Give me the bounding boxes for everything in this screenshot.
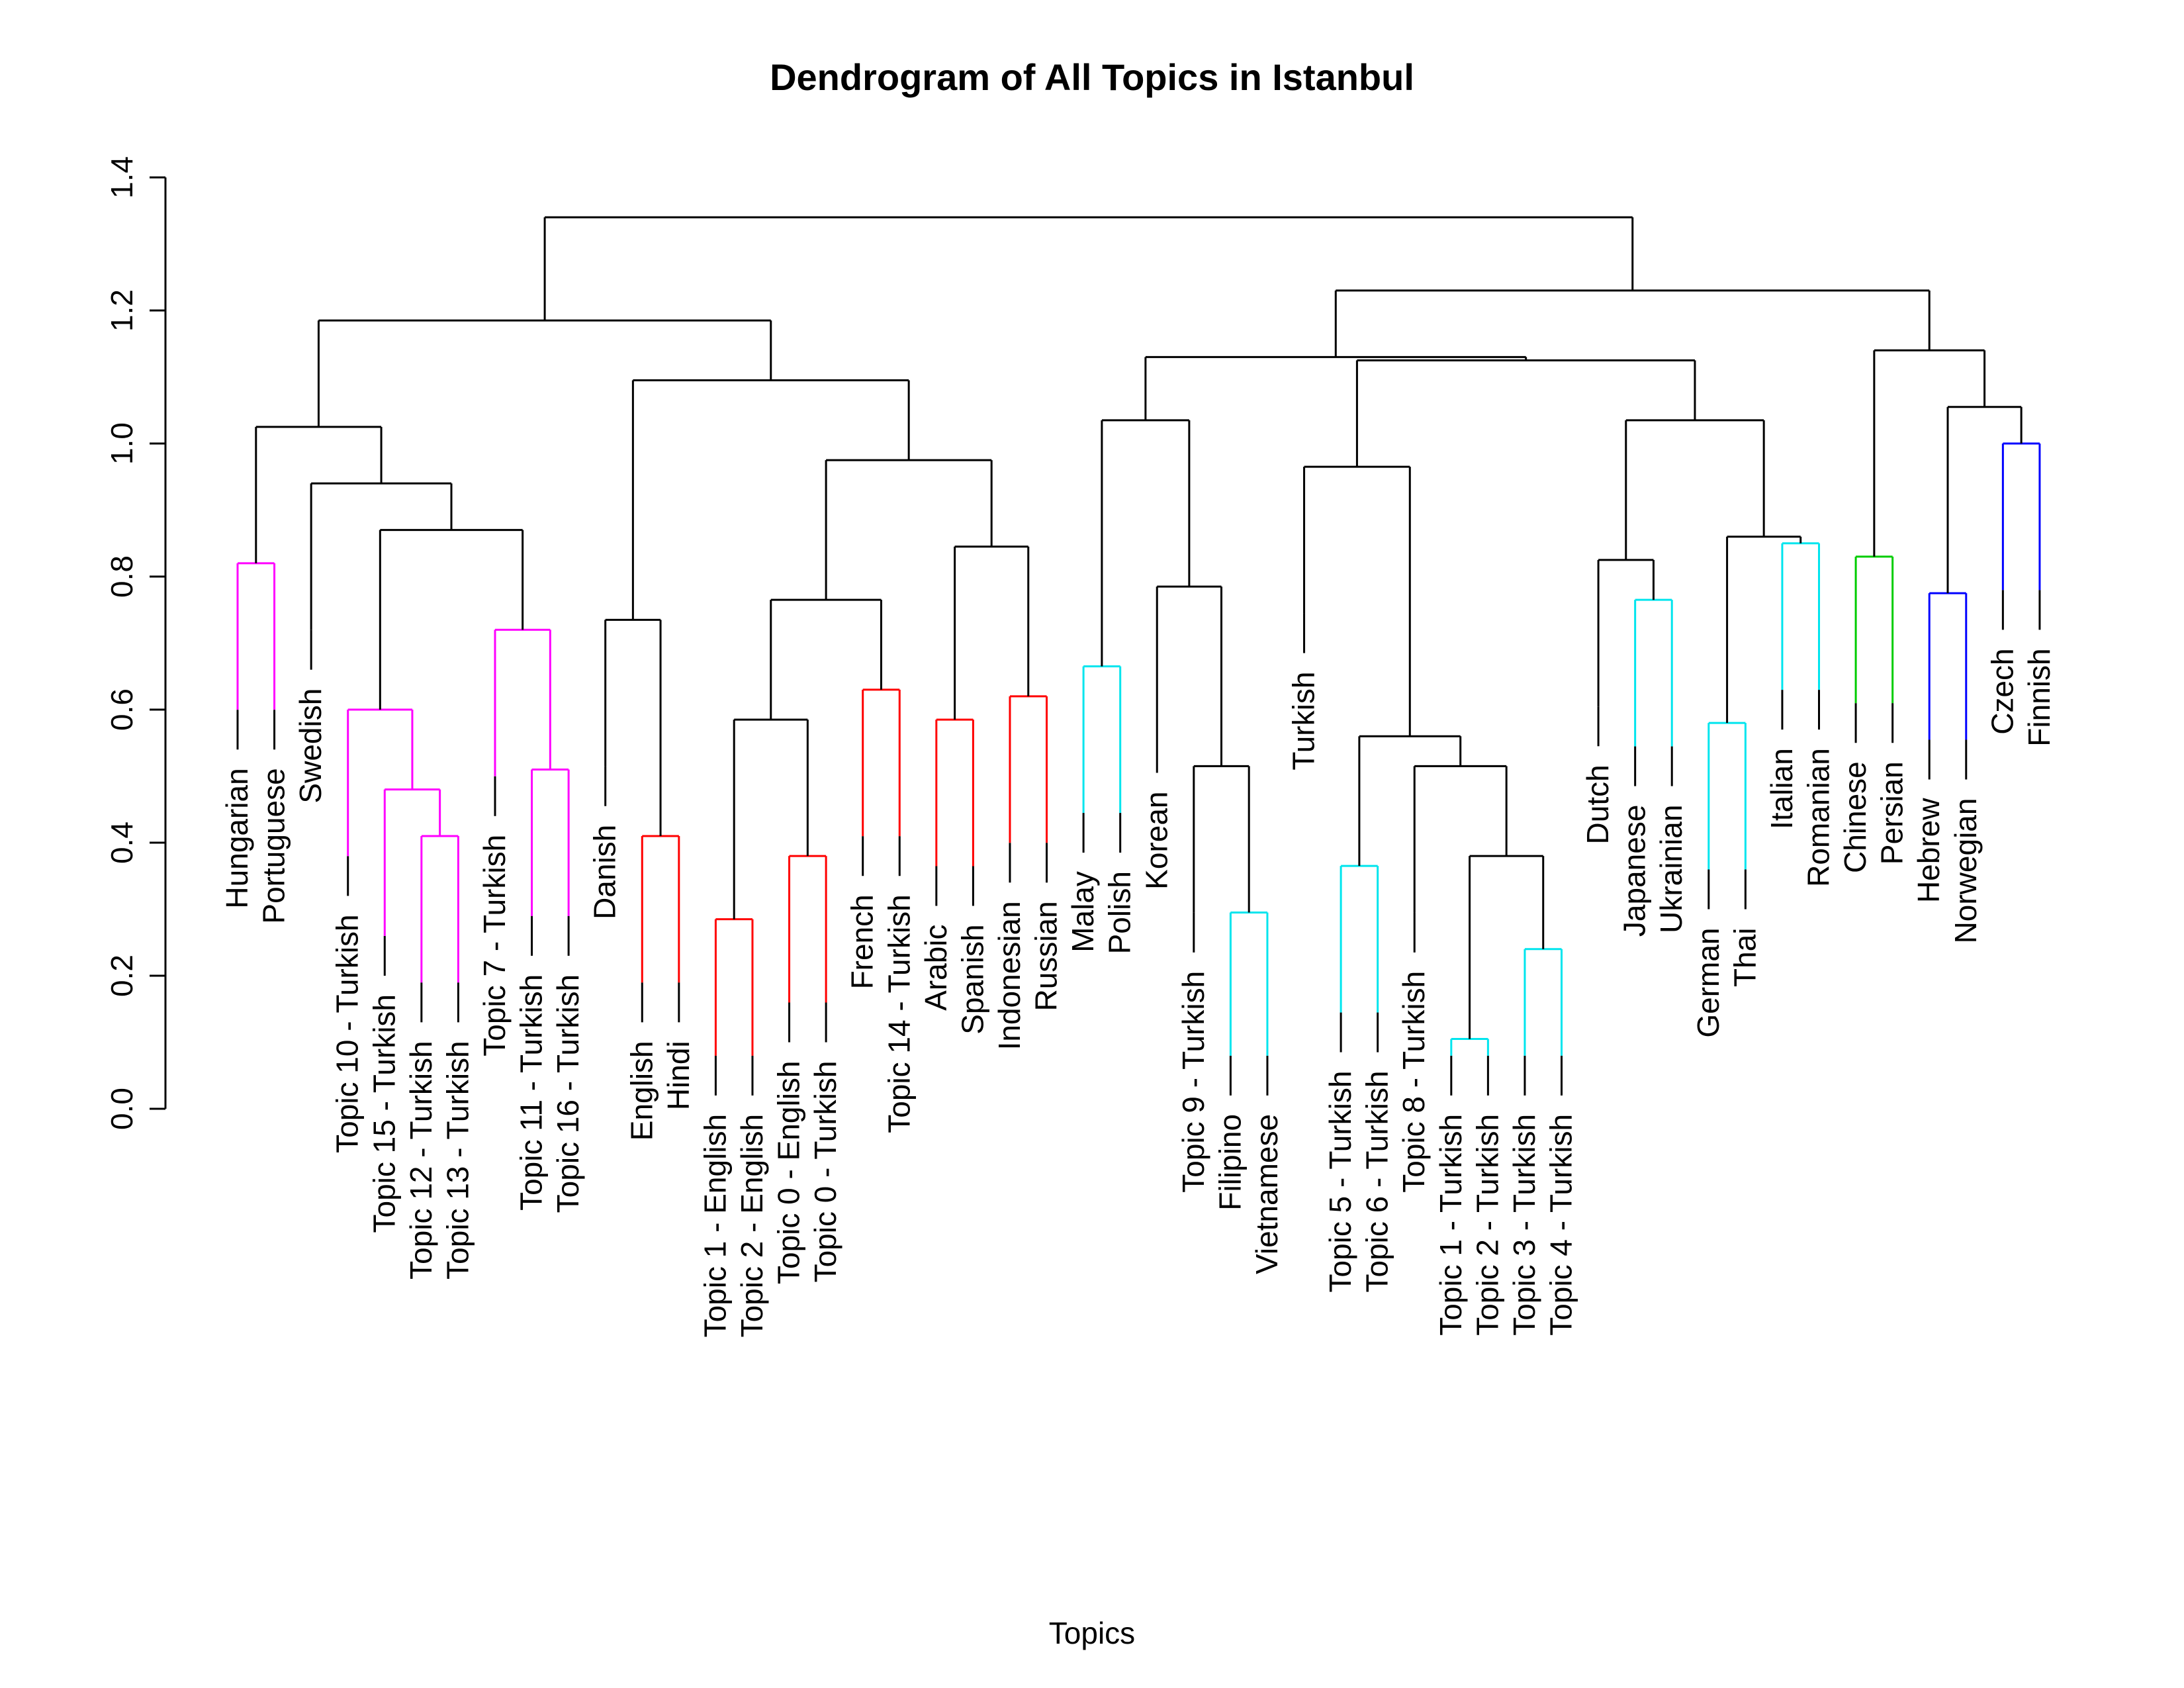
leaf-label: Topic 1 - English: [698, 1114, 732, 1338]
leaf-label: Topic 0 - English: [772, 1061, 806, 1285]
y-tick-label: 1.0: [105, 422, 139, 465]
leaf-label: Topic 16 - Turkish: [551, 974, 585, 1213]
leaf-label: Dutch: [1580, 765, 1615, 844]
leaf-label: Swedish: [293, 688, 328, 804]
leaf-label: Topic 3 - Turkish: [1507, 1114, 1541, 1336]
leaf-label: Vietnamese: [1250, 1114, 1284, 1274]
leaf-label: German: [1691, 928, 1725, 1038]
leaf-label: Topic 15 - Turkish: [367, 994, 401, 1233]
leaf-label: Topic 9 - Turkish: [1176, 971, 1210, 1193]
leaf-label: Norwegian: [1948, 798, 1983, 944]
y-tick-label: 0.8: [105, 555, 139, 598]
chart-title: Dendrogram of All Topics in Istanbul: [770, 56, 1414, 98]
leaf-label: Finnish: [2022, 648, 2056, 746]
leaf-label: Korean: [1139, 791, 1173, 889]
leaf-label: Danish: [588, 825, 622, 919]
leaf-label: Topic 1 - Turkish: [1433, 1114, 1468, 1336]
leaf-label: Topic 5 - Turkish: [1323, 1071, 1357, 1293]
leaf-label: Hungarian: [220, 768, 254, 908]
leaf-label: Topic 6 - Turkish: [1360, 1071, 1394, 1293]
leaf-label: French: [845, 894, 880, 989]
leaf-label: Indonesian: [992, 901, 1026, 1050]
leaf-label: Turkish: [1287, 672, 1321, 771]
y-tick-label: 0.6: [105, 688, 139, 731]
y-tick-label: 1.4: [105, 156, 139, 199]
leaf-label: English: [624, 1041, 659, 1141]
leaf-label: Topic 2 - English: [735, 1114, 769, 1338]
dendrogram-tree: [236, 216, 2041, 1096]
leaf-label: Polish: [1103, 871, 1137, 954]
leaf-label: Hebrew: [1911, 798, 1946, 903]
leaf-label: Topic 8 - Turkish: [1396, 971, 1431, 1193]
leaf-label: Topic 2 - Turkish: [1470, 1114, 1504, 1336]
leaf-label: Italian: [1764, 748, 1799, 829]
x-axis-label: Topics: [1048, 1616, 1136, 1650]
leaf-label: Topic 10 - Turkish: [330, 914, 365, 1152]
leaf-label: Chinese: [1838, 761, 1872, 873]
leaf-label: Russian: [1029, 901, 1064, 1011]
leaf-label: Spanish: [955, 924, 989, 1034]
y-tick-label: 0.4: [105, 821, 139, 864]
leaf-label: Hindi: [661, 1041, 696, 1110]
y-axis: 0.0 0.2 0.4 0.6 0.8 1.0 1.2 1.4: [105, 156, 167, 1130]
leaf-label: Topic 4 - Turkish: [1544, 1114, 1578, 1336]
leaf-label: Romanian: [1801, 748, 1836, 887]
leaf-label: Malay: [1066, 871, 1100, 953]
leaf-label: Topic 11 - Turkish: [514, 974, 549, 1211]
leaf-label: Persian: [1875, 761, 1909, 865]
leaf-label: Ukrainian: [1654, 805, 1688, 933]
leaf-label: Arabic: [919, 924, 953, 1010]
leaf-label: Czech: [1985, 648, 2019, 734]
y-tick-label: 1.2: [105, 289, 139, 332]
leaf-label: Topic 12 - Turkish: [404, 1041, 438, 1279]
leaf-label: Japanese: [1617, 805, 1652, 937]
leaf-label: Filipino: [1212, 1114, 1247, 1211]
leaf-label: Portuguese: [257, 768, 291, 923]
leaf-label: Topic 7 - Turkish: [477, 835, 512, 1056]
y-tick-label: 0.0: [105, 1088, 139, 1130]
leaf-label: Topic 13 - Turkish: [440, 1041, 475, 1279]
leaf-label: Topic 0 - Turkish: [808, 1061, 842, 1283]
leaf-label: Thai: [1727, 928, 1762, 987]
y-tick-label: 0.2: [105, 955, 139, 997]
leaf-label: Topic 14 - Turkish: [882, 894, 916, 1133]
